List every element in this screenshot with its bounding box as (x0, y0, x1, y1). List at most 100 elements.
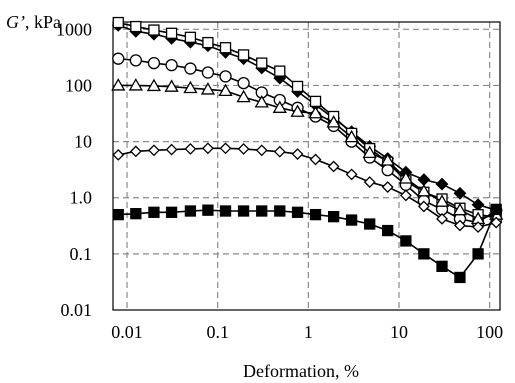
data-point (256, 57, 268, 69)
data-point (200, 82, 216, 95)
data-point (148, 24, 160, 36)
data-point (291, 206, 304, 218)
data-point (398, 171, 413, 184)
data-point (112, 16, 124, 29)
series-filled-square (112, 203, 502, 284)
data-point (417, 200, 430, 213)
data-point (418, 248, 430, 260)
data-point (308, 105, 323, 119)
data-point (111, 78, 126, 91)
data-point (362, 145, 377, 159)
data-point (254, 95, 269, 108)
data-point (184, 205, 197, 217)
data-point (148, 144, 160, 157)
y-tick-label: 100 (65, 75, 92, 95)
x-axis-label: Deformation, % (243, 361, 359, 381)
data-point (112, 52, 125, 65)
data-point (490, 203, 502, 216)
x-tick-label: 10 (390, 322, 408, 342)
data-point (112, 148, 125, 161)
x-tick-label: 0.1 (206, 322, 229, 342)
data-point (454, 219, 466, 232)
data-point (129, 145, 142, 158)
data-point (382, 224, 394, 237)
data-point (237, 143, 250, 155)
data-point (237, 49, 250, 61)
data-point (290, 104, 305, 117)
data-point (436, 212, 448, 225)
data-point (327, 211, 340, 223)
data-point (219, 205, 232, 217)
data-point (273, 145, 286, 158)
data-point (201, 66, 215, 79)
data-point (148, 206, 160, 218)
y-tick-label: 0.1 (70, 244, 93, 264)
data-point (184, 62, 197, 75)
series-line (118, 209, 497, 279)
data-point (417, 173, 431, 187)
data-point (490, 216, 503, 229)
data-point (236, 89, 251, 103)
data-point (345, 168, 358, 181)
data-point (309, 95, 322, 108)
y-tick-label: 1.0 (70, 188, 93, 208)
data-point (218, 83, 233, 97)
series-line (118, 84, 497, 220)
data-point (201, 142, 214, 155)
data-point (183, 80, 198, 94)
y-axis-symbol: G’ (6, 12, 25, 32)
data-point (112, 208, 124, 221)
data-point (237, 205, 250, 217)
plot-frame (112, 21, 501, 311)
data-point (363, 176, 376, 188)
data-point (202, 36, 214, 49)
data-point (380, 153, 395, 166)
data-point (146, 78, 162, 92)
data-point (165, 27, 178, 39)
data-point (164, 79, 179, 92)
data-point (434, 194, 450, 207)
data-point (436, 260, 448, 272)
data-point (435, 177, 449, 191)
series-filled-diamond (111, 18, 503, 217)
data-point (274, 65, 286, 77)
data-point (326, 115, 341, 128)
data-point (237, 76, 250, 90)
data-point (472, 248, 484, 260)
grid (113, 22, 500, 310)
data-point (452, 202, 468, 216)
data-point (256, 205, 268, 217)
data-point (274, 205, 286, 217)
x-tick-label: 100 (476, 322, 503, 342)
series-line (117, 24, 497, 211)
series-layer (111, 16, 504, 284)
data-point (129, 54, 142, 67)
y-tick-label: 10 (74, 132, 92, 152)
data-point (309, 153, 322, 166)
data-point (454, 271, 466, 284)
data-point (381, 181, 394, 193)
data-point (147, 56, 161, 70)
data-point (471, 198, 485, 212)
data-point (309, 208, 322, 221)
data-point (165, 58, 178, 72)
data-point (400, 235, 412, 247)
data-point (381, 163, 394, 177)
data-point (130, 208, 142, 220)
data-point (184, 143, 197, 155)
data-point (399, 189, 412, 202)
data-point (472, 221, 484, 233)
x-tick-label: 1 (304, 322, 313, 342)
data-point (327, 160, 340, 173)
tick-labels: 0.01 0.1 1 10 100 1000 100 10 1.0 0.1 0.01 (56, 19, 503, 342)
data-point (272, 100, 287, 113)
y-tick-label: 0.01 (61, 300, 93, 320)
series-open-triangle (111, 78, 504, 225)
data-point (255, 144, 268, 157)
data-point (416, 184, 431, 197)
x-tick-label: 0.01 (111, 322, 143, 342)
data-point (219, 70, 232, 83)
series-open-diamond (112, 142, 503, 233)
data-point (345, 214, 358, 226)
